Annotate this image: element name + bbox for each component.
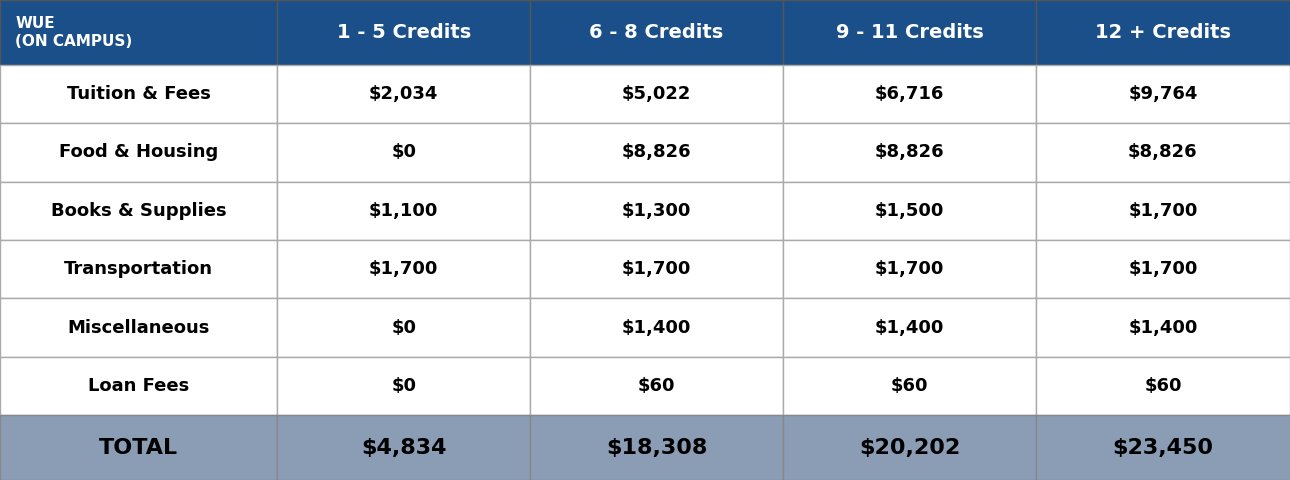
Bar: [783, 181, 1036, 240]
Bar: [1036, 123, 1290, 181]
Bar: [783, 123, 1036, 181]
Text: $4,834: $4,834: [361, 438, 446, 457]
Text: WUE: WUE: [15, 16, 55, 31]
Text: $60: $60: [1144, 377, 1182, 395]
Bar: [0, 240, 277, 299]
Text: $5,022: $5,022: [622, 85, 691, 103]
Bar: [530, 357, 783, 415]
Bar: [783, 0, 1036, 65]
Text: $8,826: $8,826: [622, 144, 691, 161]
Text: Miscellaneous: Miscellaneous: [67, 319, 210, 336]
Bar: [1036, 181, 1290, 240]
Text: $1,700: $1,700: [1129, 202, 1197, 220]
Bar: [277, 415, 530, 480]
Text: $1,400: $1,400: [875, 319, 944, 336]
Bar: [0, 415, 277, 480]
Text: $18,308: $18,308: [606, 438, 707, 457]
Bar: [0, 181, 277, 240]
Text: $1,700: $1,700: [1129, 260, 1197, 278]
Text: 9 - 11 Credits: 9 - 11 Credits: [836, 23, 983, 42]
Bar: [783, 357, 1036, 415]
Text: Food & Housing: Food & Housing: [59, 144, 218, 161]
Text: $20,202: $20,202: [859, 438, 960, 457]
Text: $0: $0: [391, 144, 417, 161]
Text: $0: $0: [391, 377, 417, 395]
Text: $23,450: $23,450: [1112, 438, 1214, 457]
Text: $1,500: $1,500: [875, 202, 944, 220]
Bar: [277, 240, 530, 299]
Text: $1,400: $1,400: [1129, 319, 1197, 336]
Text: 1 - 5 Credits: 1 - 5 Credits: [337, 23, 471, 42]
Bar: [783, 415, 1036, 480]
Bar: [783, 65, 1036, 123]
Text: $0: $0: [391, 319, 417, 336]
Bar: [1036, 65, 1290, 123]
Text: Books & Supplies: Books & Supplies: [50, 202, 227, 220]
Bar: [277, 123, 530, 181]
Text: $2,034: $2,034: [369, 85, 439, 103]
Bar: [530, 123, 783, 181]
Text: $1,700: $1,700: [369, 260, 439, 278]
Bar: [530, 299, 783, 357]
Text: TOTAL: TOTAL: [99, 438, 178, 457]
Bar: [1036, 240, 1290, 299]
Text: $9,764: $9,764: [1129, 85, 1197, 103]
Text: $8,826: $8,826: [875, 144, 944, 161]
Bar: [277, 299, 530, 357]
Text: $1,300: $1,300: [622, 202, 691, 220]
Text: $60: $60: [637, 377, 676, 395]
Text: $1,700: $1,700: [622, 260, 691, 278]
Bar: [277, 65, 530, 123]
Text: $1,100: $1,100: [369, 202, 439, 220]
Bar: [1036, 357, 1290, 415]
Text: 6 - 8 Credits: 6 - 8 Credits: [590, 23, 724, 42]
Bar: [1036, 0, 1290, 65]
Bar: [0, 357, 277, 415]
Bar: [0, 65, 277, 123]
Text: Tuition & Fees: Tuition & Fees: [67, 85, 210, 103]
Bar: [530, 181, 783, 240]
Bar: [0, 299, 277, 357]
Text: $8,826: $8,826: [1129, 144, 1197, 161]
Bar: [1036, 415, 1290, 480]
Text: $60: $60: [890, 377, 929, 395]
Bar: [0, 123, 277, 181]
Bar: [277, 181, 530, 240]
Bar: [530, 415, 783, 480]
Text: Transportation: Transportation: [64, 260, 213, 278]
Bar: [1036, 299, 1290, 357]
Bar: [530, 240, 783, 299]
Bar: [530, 0, 783, 65]
Bar: [530, 65, 783, 123]
Bar: [783, 299, 1036, 357]
Text: (ON CAMPUS): (ON CAMPUS): [15, 34, 133, 48]
Bar: [783, 240, 1036, 299]
Bar: [277, 0, 530, 65]
Text: $1,400: $1,400: [622, 319, 691, 336]
Text: $1,700: $1,700: [875, 260, 944, 278]
Text: 12 + Credits: 12 + Credits: [1095, 23, 1231, 42]
Bar: [277, 357, 530, 415]
Text: Loan Fees: Loan Fees: [88, 377, 190, 395]
Text: $6,716: $6,716: [875, 85, 944, 103]
Bar: [0, 0, 277, 65]
